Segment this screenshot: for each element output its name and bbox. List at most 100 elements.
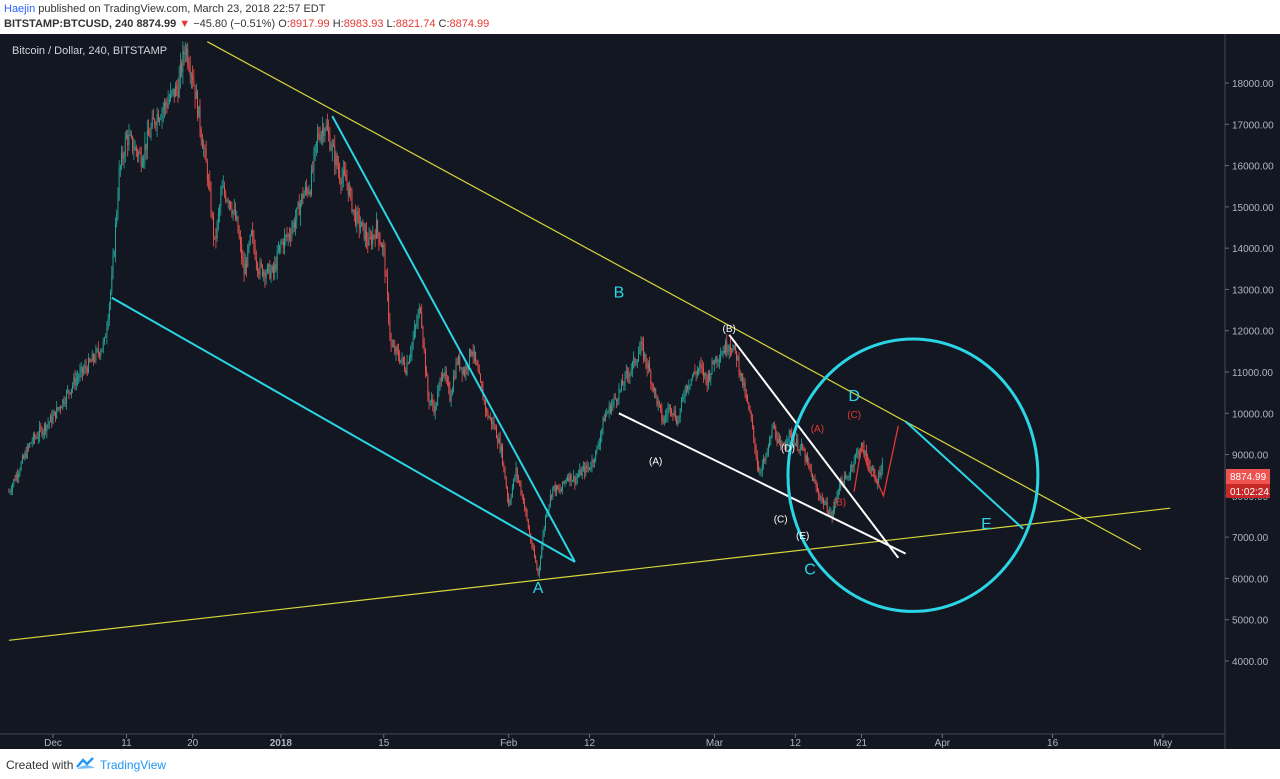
candle-body <box>246 263 247 267</box>
candle-body <box>601 428 603 436</box>
candle-body <box>61 407 63 409</box>
candle-body <box>398 350 399 358</box>
author-link[interactable]: Haejin <box>4 3 36 15</box>
price-chart[interactable]: A B C D E (A) (B) (C) (D) (E) (A) (B) (C) Bitcoin / … <box>0 34 1280 749</box>
candle-body <box>292 222 294 230</box>
candle-body <box>129 134 131 136</box>
candle-body <box>443 373 445 377</box>
candle-body <box>155 124 157 126</box>
candle-body <box>426 371 428 377</box>
candle-body <box>767 445 769 453</box>
candle-body <box>781 443 783 447</box>
candle-body <box>755 449 757 457</box>
candle-body <box>500 445 502 452</box>
candle-body <box>568 477 570 481</box>
candle-body <box>624 373 626 385</box>
candle-body <box>143 158 145 164</box>
trendline[interactable] <box>728 334 900 559</box>
candle-body <box>134 146 136 150</box>
trendline[interactable] <box>207 41 1142 551</box>
candle-body <box>112 256 114 276</box>
trendline[interactable] <box>331 115 576 563</box>
chart-title: Bitcoin / Dollar, 240, BITSTAMP <box>12 45 167 57</box>
candle-body <box>179 63 181 77</box>
candle-body <box>509 501 511 505</box>
candle-body <box>97 349 99 353</box>
candle-body <box>312 169 314 171</box>
candle-body <box>622 381 624 386</box>
candle-body <box>121 152 123 167</box>
candle-body <box>563 481 565 484</box>
candle-body <box>262 265 263 276</box>
candle-body <box>195 92 197 99</box>
candle-body <box>189 69 191 76</box>
candle-body <box>69 392 71 394</box>
candle-body <box>546 515 548 517</box>
price-axis[interactable]: 18000.00 17000.00 16000.00 15000.00 14000.00… <box>1225 79 1274 668</box>
trendline[interactable] <box>904 420 1024 530</box>
candle-body <box>270 271 272 279</box>
candle-body <box>200 129 202 140</box>
candle-body <box>646 363 648 369</box>
candle-body <box>742 373 744 386</box>
candle-body <box>165 102 167 106</box>
candle-body <box>818 490 820 496</box>
time-tick-label: 12 <box>790 738 802 749</box>
candle-body <box>679 408 681 418</box>
candle-body <box>569 473 571 481</box>
candle-body <box>620 381 622 390</box>
candle-body <box>438 384 440 393</box>
candle-body <box>237 216 239 232</box>
tradingview-link[interactable]: TradingView <box>100 758 167 772</box>
trendline[interactable] <box>853 425 899 498</box>
high-label: H: <box>332 18 344 30</box>
candle-body <box>161 110 163 119</box>
candle-body <box>369 237 371 239</box>
price-tick-label: 6000.00 <box>1232 574 1269 585</box>
candle-body <box>35 437 37 439</box>
candle-body <box>508 497 510 505</box>
candle-body <box>374 235 376 239</box>
candle-body <box>86 368 88 373</box>
candle-body <box>203 147 205 149</box>
candle-body <box>55 411 56 419</box>
candle-body <box>205 148 207 163</box>
time-axis[interactable]: Dec 11 20 2018 15 Feb 12 Mar 12 21 Apr 16 May <box>44 734 1172 749</box>
candle-body <box>324 129 326 137</box>
candle-body <box>303 193 305 199</box>
price-tick-label: 11000.00 <box>1232 368 1273 379</box>
candle-body <box>265 273 267 279</box>
candle-body <box>652 383 654 392</box>
candle-body <box>783 444 785 447</box>
candle-body <box>194 85 196 99</box>
candle-body <box>526 511 528 520</box>
candle-body <box>135 146 137 152</box>
candle-body <box>233 209 235 211</box>
candle-body <box>538 566 540 575</box>
chart-area[interactable]: A B C D E (A) (B) (C) (D) (E) (A) (B) (C) Bitcoin / … <box>0 34 1280 749</box>
candle-body <box>850 470 851 477</box>
candle-body <box>15 474 17 481</box>
candle-body <box>471 351 473 356</box>
trendline[interactable] <box>618 412 907 555</box>
target-circle[interactable] <box>786 337 1040 613</box>
candle-body <box>873 468 875 474</box>
candle-body <box>732 347 734 353</box>
candle-body <box>554 485 556 493</box>
candle-body <box>367 240 369 246</box>
candle-body <box>692 376 693 379</box>
candle-body <box>770 437 772 439</box>
trendline[interactable] <box>8 507 1171 641</box>
candle-body <box>858 450 860 455</box>
candle-body <box>709 373 711 380</box>
trendline[interactable] <box>111 296 576 563</box>
candle-body <box>617 400 619 402</box>
candle-body <box>629 372 631 377</box>
candle-body <box>422 327 424 342</box>
candle-body <box>707 373 709 386</box>
high-value: 8983.93 <box>343 18 384 30</box>
candle-body <box>645 354 647 364</box>
candle-body <box>760 470 762 472</box>
candle-body <box>726 341 728 352</box>
candle-body <box>170 91 172 100</box>
